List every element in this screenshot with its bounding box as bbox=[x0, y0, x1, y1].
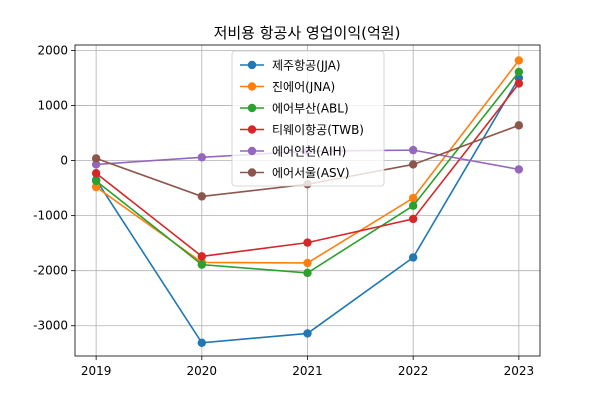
x-tick-label: 2019 bbox=[81, 364, 112, 378]
data-point bbox=[197, 252, 207, 261]
data-point bbox=[408, 160, 418, 169]
legend-marker bbox=[247, 146, 257, 156]
data-point bbox=[408, 253, 418, 262]
data-point bbox=[91, 169, 101, 178]
legend: 제주항공(JJA) 진에어(JNA) 에어부산(ABL) 티웨이항공(TWB) 에어인천… bbox=[231, 50, 385, 187]
data-point bbox=[197, 260, 207, 269]
data-point bbox=[91, 154, 101, 163]
legend-marker bbox=[247, 103, 257, 113]
data-point bbox=[514, 121, 524, 130]
x-tick-label: 2023 bbox=[504, 364, 535, 378]
y-tick-label: 0 bbox=[60, 154, 68, 168]
legend-label: 제주항공(JJA) bbox=[272, 59, 341, 73]
legend-marker bbox=[247, 60, 257, 70]
legend-marker bbox=[247, 82, 257, 91]
data-point bbox=[303, 258, 312, 268]
data-point bbox=[514, 56, 524, 65]
data-point bbox=[514, 79, 524, 88]
y-tick-label: -1000 bbox=[33, 209, 68, 223]
legend-marker bbox=[247, 168, 257, 177]
x-tick-label: 2020 bbox=[187, 364, 218, 378]
axes: 2019 2020 2021 2022 2023 -3000 -2000 -1000 0 1000… bbox=[33, 44, 541, 378]
data-point bbox=[303, 268, 312, 278]
legend-label: 진에어(JNA) bbox=[272, 80, 335, 94]
data-point bbox=[303, 329, 312, 338]
data-point bbox=[303, 238, 312, 247]
y-tick-label: -2000 bbox=[33, 264, 68, 278]
x-tick-label: 2021 bbox=[292, 364, 323, 378]
legend-label: 에어서울(ASV) bbox=[272, 166, 350, 180]
data-point bbox=[197, 338, 207, 347]
data-point bbox=[91, 160, 101, 169]
data-point bbox=[408, 193, 418, 203]
legend-box bbox=[231, 50, 385, 187]
data-point bbox=[514, 67, 524, 77]
x-tick-label: 2022 bbox=[398, 364, 429, 378]
data-point bbox=[514, 165, 524, 174]
data-point bbox=[91, 176, 101, 186]
chart-title: 저비용 항공사 영업이익(억원) bbox=[214, 24, 401, 42]
y-tick-label: 1000 bbox=[37, 99, 68, 113]
legend-marker bbox=[247, 125, 257, 134]
data-point bbox=[197, 153, 207, 162]
data-point bbox=[197, 192, 207, 201]
data-point bbox=[408, 201, 418, 210]
data-point bbox=[91, 182, 101, 192]
legend-label: 에어인천(AIH) bbox=[272, 144, 346, 159]
y-tick-label: 2000 bbox=[37, 44, 68, 58]
legend-label: 티웨이항공(TWB) bbox=[272, 123, 364, 137]
y-tick-label: -3000 bbox=[33, 319, 68, 333]
data-point bbox=[408, 145, 418, 155]
data-point bbox=[408, 214, 418, 224]
legend-label: 에어부산(ABL) bbox=[272, 102, 349, 116]
